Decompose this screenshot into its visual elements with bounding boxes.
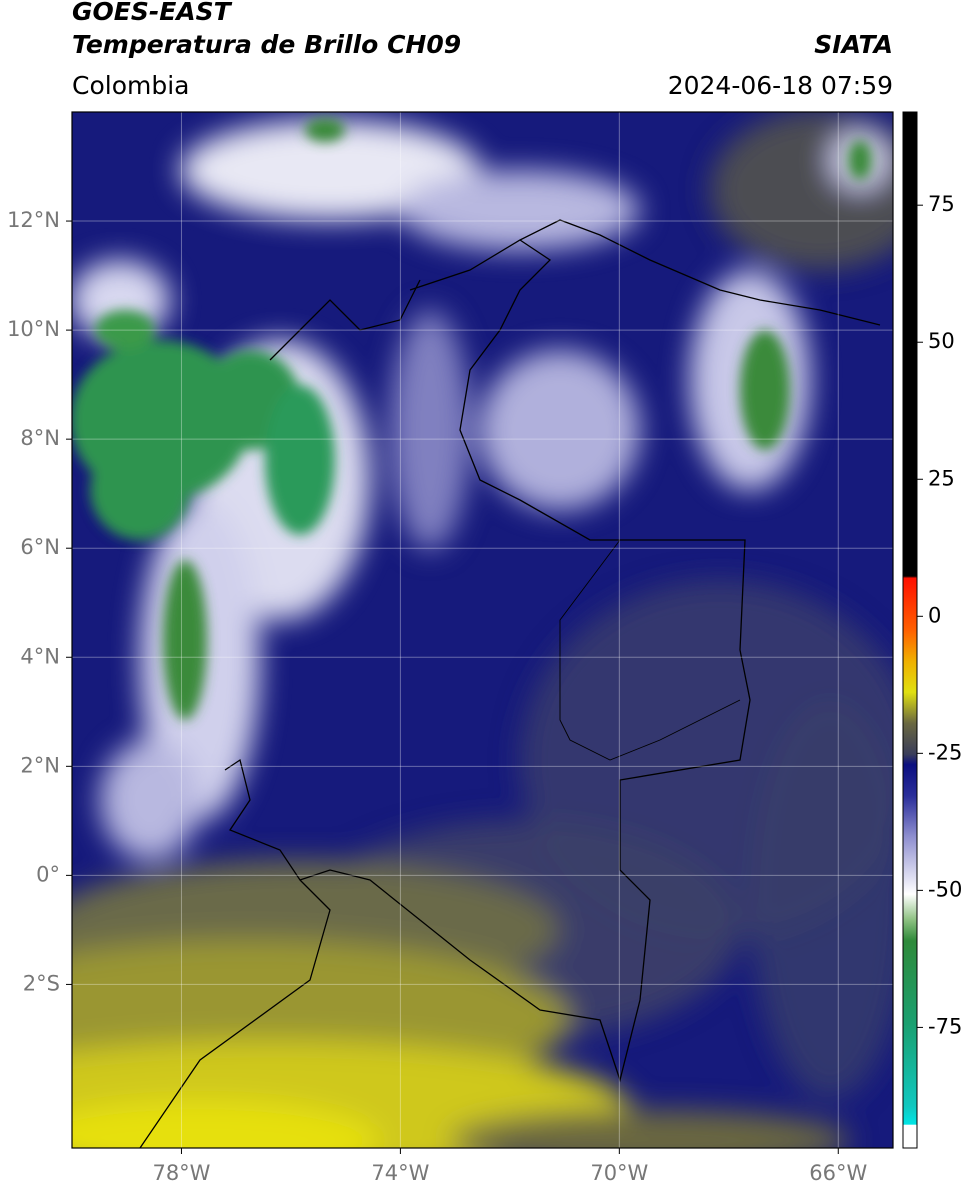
colorbar-tick-label: 50 xyxy=(928,329,955,353)
y-tick-label: 4°N xyxy=(20,644,60,668)
y-tick-label: 8°N xyxy=(20,426,60,450)
colorbar-tick-label: 0 xyxy=(928,603,941,627)
y-tick-label: 0° xyxy=(36,862,60,886)
x-tick-label: 74°W xyxy=(371,1161,429,1185)
y-tick-label: 2°S xyxy=(23,971,60,995)
y-tick-label: 2°N xyxy=(20,753,60,777)
x-tick-label: 78°W xyxy=(152,1161,210,1185)
colorbar-tick-label: -50 xyxy=(928,877,962,901)
x-tick-label: 66°W xyxy=(809,1161,867,1185)
map-frame xyxy=(71,111,894,1149)
colorbar xyxy=(902,111,918,1149)
colorbar-tick-label: 75 xyxy=(928,192,955,216)
source: SIATA xyxy=(814,30,893,59)
datetime: 2024-06-18 07:59 xyxy=(668,71,893,100)
y-tick-label: 6°N xyxy=(20,535,60,559)
graticule xyxy=(72,112,893,1148)
y-tick-label: 12°N xyxy=(7,208,60,232)
colorbar-tick-label: -25 xyxy=(928,740,962,764)
title: GOES-EAST xyxy=(72,0,233,26)
colorbar-tick-label: 25 xyxy=(928,466,955,490)
x-tick-label: 70°W xyxy=(590,1161,648,1185)
satellite-image xyxy=(72,112,893,1148)
colorbar-tick-label: -75 xyxy=(928,1014,962,1038)
y-tick-label: 10°N xyxy=(7,317,60,341)
subtitle: Temperatura de Brillo CH09 xyxy=(72,30,461,59)
region: Colombia xyxy=(72,71,189,100)
